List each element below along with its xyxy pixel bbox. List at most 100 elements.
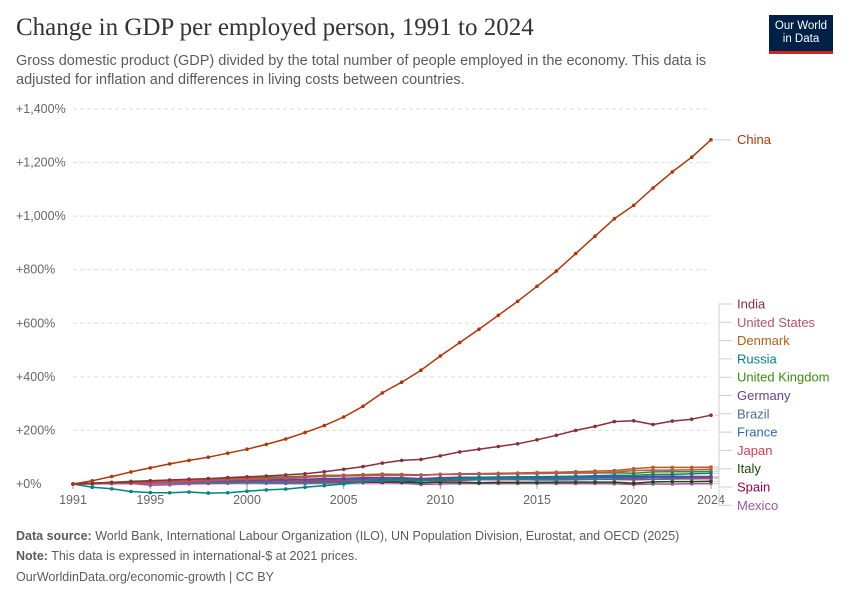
data-point bbox=[535, 284, 539, 289]
data-point bbox=[167, 462, 172, 466]
data-point bbox=[612, 480, 617, 484]
data-point bbox=[264, 480, 269, 485]
data-point bbox=[612, 419, 617, 424]
data-point bbox=[496, 475, 501, 479]
data-point bbox=[573, 471, 578, 475]
data-point bbox=[689, 472, 694, 476]
owid-logo[interactable]: Our World in Data bbox=[769, 15, 833, 54]
data-point bbox=[380, 473, 385, 478]
data-point bbox=[361, 473, 365, 478]
label-connector bbox=[714, 358, 732, 474]
data-point bbox=[631, 481, 636, 486]
y-tick-label: +400% bbox=[16, 370, 55, 384]
data-point bbox=[535, 471, 539, 476]
data-point bbox=[419, 368, 423, 373]
logo-text-line1: Our World bbox=[774, 20, 828, 32]
label-connector bbox=[714, 431, 732, 478]
data-point bbox=[554, 471, 559, 476]
data-point bbox=[419, 457, 423, 462]
data-point bbox=[187, 458, 191, 463]
data-point bbox=[303, 481, 307, 485]
y-tick-label: +200% bbox=[16, 423, 55, 437]
series-label: Italy bbox=[737, 461, 761, 476]
data-point bbox=[167, 478, 172, 482]
data-point bbox=[593, 473, 597, 478]
data-point bbox=[90, 485, 95, 490]
series-label: Brazil bbox=[737, 406, 770, 421]
data-point bbox=[129, 470, 133, 474]
data-point bbox=[109, 474, 114, 479]
data-point bbox=[670, 465, 675, 470]
series-line-china bbox=[72, 139, 712, 485]
series-line-united-states bbox=[72, 468, 712, 485]
label-connector bbox=[714, 477, 732, 488]
data-point bbox=[651, 472, 655, 477]
x-tick-label: 2005 bbox=[330, 493, 358, 507]
data-point bbox=[651, 480, 655, 484]
data-point bbox=[264, 474, 269, 478]
data-point bbox=[593, 424, 597, 429]
data-point bbox=[245, 489, 249, 494]
data-source-text: World Bank, International Labour Organiz… bbox=[95, 529, 680, 543]
data-point bbox=[322, 423, 327, 428]
data-point bbox=[535, 475, 539, 479]
label-connector bbox=[714, 468, 732, 482]
data-point bbox=[709, 474, 713, 479]
data-point bbox=[573, 428, 578, 433]
data-point bbox=[496, 472, 501, 476]
data-point bbox=[651, 186, 655, 190]
data-point bbox=[129, 480, 133, 484]
data-point bbox=[535, 478, 539, 482]
y-tick-label: +600% bbox=[16, 316, 55, 330]
data-point bbox=[225, 475, 230, 480]
data-point bbox=[341, 474, 346, 478]
data-point bbox=[651, 468, 655, 472]
data-point bbox=[670, 419, 675, 423]
x-tick-label: 1991 bbox=[59, 493, 87, 507]
data-point bbox=[496, 444, 501, 449]
data-point bbox=[496, 480, 501, 485]
data-point bbox=[515, 471, 520, 476]
data-point bbox=[631, 203, 636, 208]
data-point bbox=[709, 138, 713, 142]
data-point bbox=[283, 480, 288, 485]
data-point bbox=[322, 474, 327, 479]
data-point bbox=[187, 477, 191, 482]
x-tick-label: 2010 bbox=[426, 493, 454, 507]
source-url-link[interactable]: OurWorldinData.org/economic-growth | CC … bbox=[16, 570, 274, 584]
data-point bbox=[709, 479, 713, 484]
data-point bbox=[109, 487, 114, 491]
data-point bbox=[148, 479, 153, 483]
data-point bbox=[399, 477, 404, 482]
data-point bbox=[670, 479, 675, 484]
data-point bbox=[709, 471, 713, 476]
data-point bbox=[438, 477, 443, 482]
series-label: China bbox=[737, 132, 772, 147]
data-point bbox=[361, 404, 365, 409]
data-point bbox=[477, 447, 481, 452]
x-tick-label: 2020 bbox=[620, 493, 648, 507]
data-point bbox=[245, 480, 249, 485]
data-point bbox=[148, 466, 153, 470]
data-point bbox=[651, 477, 655, 482]
data-source-label: Data source: bbox=[16, 529, 92, 543]
label-connector bbox=[714, 395, 732, 477]
data-note: Note: This data is expressed in internat… bbox=[16, 549, 358, 563]
series-label: United Kingdom bbox=[737, 370, 830, 385]
y-tick-label: +1,400% bbox=[16, 102, 66, 116]
data-point bbox=[303, 472, 307, 476]
data-point bbox=[322, 483, 327, 488]
x-tick-label: 1995 bbox=[136, 493, 164, 507]
data-point bbox=[264, 488, 269, 492]
series-label: Denmark bbox=[737, 333, 790, 348]
data-point bbox=[303, 475, 307, 480]
label-connector bbox=[714, 483, 732, 506]
data-point bbox=[689, 474, 694, 479]
data-point bbox=[554, 475, 559, 479]
data-point bbox=[399, 380, 404, 385]
data-point bbox=[709, 413, 713, 418]
data-point bbox=[457, 450, 462, 454]
data-point bbox=[554, 269, 559, 273]
data-point bbox=[283, 473, 288, 477]
label-connector bbox=[714, 303, 732, 416]
